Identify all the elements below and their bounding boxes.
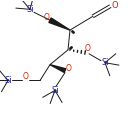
Text: Si: Si: [26, 5, 34, 14]
Text: O: O: [66, 64, 72, 73]
Text: O: O: [23, 72, 29, 81]
Polygon shape: [50, 65, 66, 72]
Text: O: O: [44, 13, 50, 22]
Text: Si: Si: [51, 86, 59, 95]
Polygon shape: [49, 18, 70, 30]
Text: O: O: [112, 1, 118, 10]
Text: O: O: [85, 44, 91, 53]
Text: Si: Si: [101, 58, 109, 67]
Text: Si: Si: [4, 76, 12, 85]
